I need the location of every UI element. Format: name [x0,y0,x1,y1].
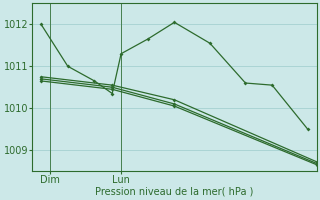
X-axis label: Pression niveau de la mer( hPa ): Pression niveau de la mer( hPa ) [95,187,253,197]
